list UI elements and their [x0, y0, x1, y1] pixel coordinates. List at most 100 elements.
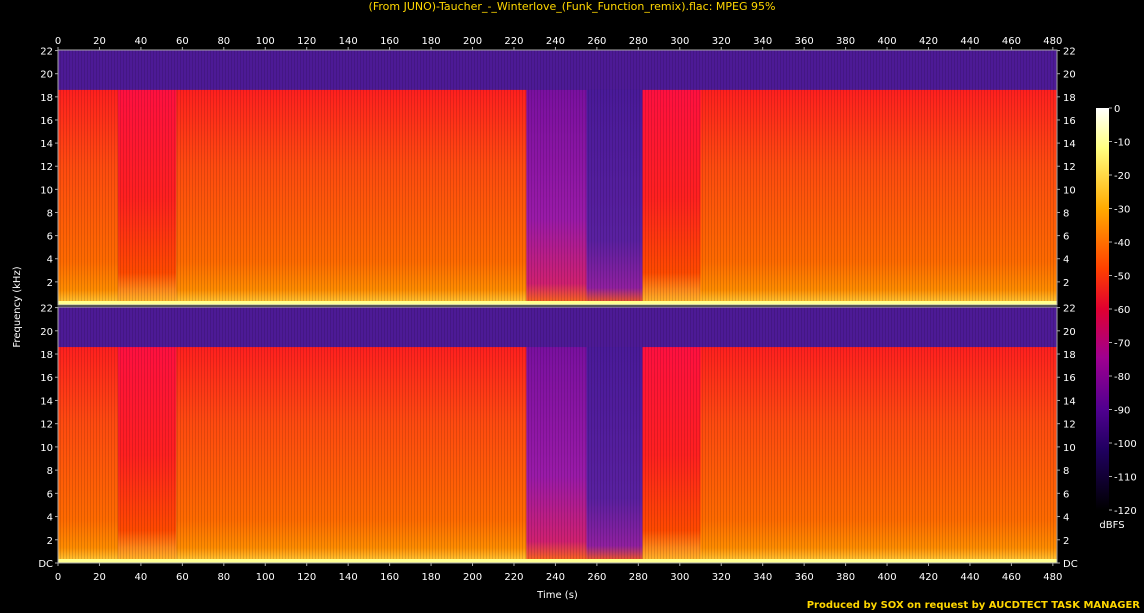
colorbar-tick: -20 — [1114, 171, 1130, 182]
x-tick-bottom: 480 — [1043, 572, 1062, 583]
y-tick-left: 10 — [40, 443, 53, 454]
colorbar-tick: -80 — [1114, 372, 1130, 383]
y-tick-left: DC — [38, 559, 53, 570]
y-tick-right: 8 — [1063, 208, 1069, 219]
x-tick-bottom: 80 — [217, 572, 230, 583]
y-tick-left: 10 — [40, 185, 53, 196]
x-tick-top: 300 — [670, 36, 689, 47]
y-tick-right: DC — [1063, 559, 1078, 570]
y-tick-left: 6 — [47, 489, 53, 500]
colorbar-tick: -10 — [1114, 138, 1130, 149]
x-tick-top: 0 — [55, 36, 61, 47]
y-tick-right: 10 — [1063, 443, 1076, 454]
x-tick-top: 260 — [587, 36, 606, 47]
x-tick-bottom: 220 — [504, 572, 523, 583]
x-tick-top: 480 — [1043, 36, 1062, 47]
x-tick-top: 360 — [795, 36, 814, 47]
colorbar-tick: -30 — [1114, 205, 1130, 216]
channel-bottom — [57, 306, 1058, 564]
y-tick-left: 14 — [40, 396, 53, 407]
x-tick-bottom: 120 — [297, 572, 316, 583]
x-tick-top: 20 — [93, 36, 106, 47]
x-tick-top: 420 — [919, 36, 938, 47]
channel-top — [57, 49, 1058, 306]
y-tick-right: 16 — [1063, 116, 1076, 127]
y-tick-left: 22 — [40, 47, 53, 58]
y-tick-left: 14 — [40, 139, 53, 150]
x-tick-bottom: 0 — [55, 572, 61, 583]
y-tick-right: 22 — [1063, 304, 1076, 315]
x-tick-top: 40 — [135, 36, 148, 47]
y-tick-left: 18 — [40, 350, 53, 361]
dc-energy-band — [58, 559, 1057, 563]
spectrogram-title: (From JUNO)-Taucher_-_Winterlove_(Funk_F… — [368, 0, 776, 13]
y-tick-left: 6 — [47, 232, 53, 243]
x-tick-bottom: 60 — [176, 572, 189, 583]
y-tick-left: 8 — [47, 466, 53, 477]
x-tick-bottom: 140 — [339, 572, 358, 583]
y-tick-left: 20 — [40, 327, 53, 338]
y-tick-left: 16 — [40, 116, 53, 127]
x-tick-top: 60 — [176, 36, 189, 47]
texture-overlay — [58, 50, 1057, 305]
x-tick-bottom: 160 — [380, 572, 399, 583]
y-tick-right: 14 — [1063, 396, 1076, 407]
x-tick-bottom: 200 — [463, 572, 482, 583]
x-tick-bottom: 320 — [712, 572, 731, 583]
x-tick-top: 380 — [836, 36, 855, 47]
y-tick-left: 18 — [40, 93, 53, 104]
x-tick-bottom: 260 — [587, 572, 606, 583]
y-axis-label: Frequency (kHz) — [12, 266, 23, 347]
colorbar-tick: -100 — [1114, 439, 1137, 450]
x-tick-top: 180 — [422, 36, 441, 47]
dc-energy-band — [58, 301, 1057, 305]
x-tick-top: 100 — [256, 36, 275, 47]
y-tick-right: 18 — [1063, 350, 1076, 361]
x-tick-top: 320 — [712, 36, 731, 47]
x-tick-bottom: 40 — [135, 572, 148, 583]
x-tick-bottom: 400 — [877, 572, 896, 583]
y-tick-right: 10 — [1063, 185, 1076, 196]
y-tick-right: 8 — [1063, 466, 1069, 477]
y-tick-left: 16 — [40, 373, 53, 384]
colorbar-tick: -90 — [1114, 406, 1130, 417]
y-tick-left: 12 — [40, 420, 53, 431]
colorbar-tick: 0 — [1114, 104, 1120, 115]
y-tick-right: 4 — [1063, 513, 1069, 524]
x-tick-top: 240 — [546, 36, 565, 47]
x-tick-top: 340 — [753, 36, 772, 47]
y-tick-right: 2 — [1063, 536, 1069, 547]
y-tick-right: 12 — [1063, 162, 1076, 173]
colorbar-tick: -40 — [1114, 238, 1130, 249]
channel-frame — [57, 306, 1058, 564]
y-tick-left: 22 — [40, 304, 53, 315]
x-tick-bottom: 380 — [836, 572, 855, 583]
y-tick-left: 8 — [47, 208, 53, 219]
x-tick-top: 220 — [504, 36, 523, 47]
y-tick-left: 2 — [47, 536, 53, 547]
y-tick-right: 20 — [1063, 70, 1076, 81]
x-tick-top: 280 — [629, 36, 648, 47]
x-tick-top: 460 — [1002, 36, 1021, 47]
y-tick-right: 16 — [1063, 373, 1076, 384]
colorbar-tick: -60 — [1114, 305, 1130, 316]
x-tick-top: 120 — [297, 36, 316, 47]
y-tick-left: 4 — [47, 255, 53, 266]
y-tick-left: 12 — [40, 162, 53, 173]
y-tick-right: 22 — [1063, 47, 1076, 58]
x-tick-bottom: 280 — [629, 572, 648, 583]
colorbar-tick: -50 — [1114, 272, 1130, 283]
x-axis-label: Time (s) — [536, 590, 578, 601]
y-tick-right: 6 — [1063, 489, 1069, 500]
y-tick-left: 4 — [47, 513, 53, 524]
x-tick-top: 440 — [960, 36, 979, 47]
channel-frame — [57, 49, 1058, 306]
x-tick-bottom: 240 — [546, 572, 565, 583]
x-tick-bottom: 100 — [256, 572, 275, 583]
y-tick-right: 20 — [1063, 327, 1076, 338]
x-tick-bottom: 300 — [670, 572, 689, 583]
y-tick-left: 2 — [47, 278, 53, 289]
y-tick-right: 6 — [1063, 232, 1069, 243]
y-tick-left: 20 — [40, 70, 53, 81]
x-tick-top: 80 — [217, 36, 230, 47]
